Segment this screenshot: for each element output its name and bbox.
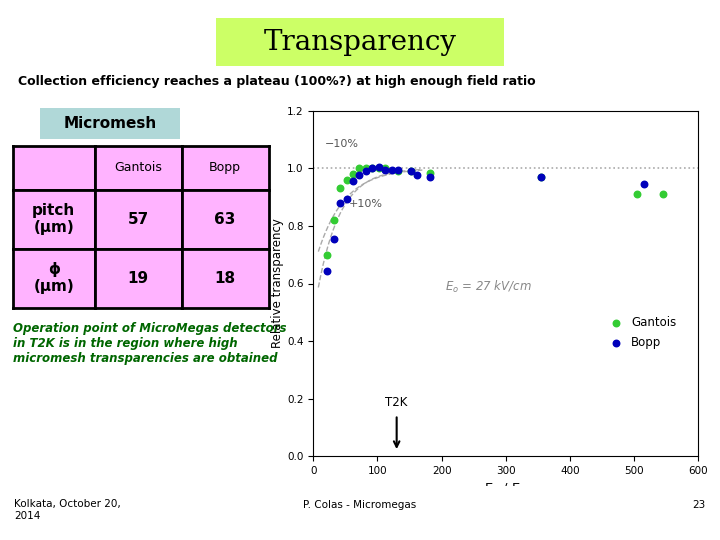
Point <box>392 167 404 176</box>
Point <box>536 173 547 181</box>
Point <box>379 164 391 173</box>
Text: Gantois: Gantois <box>114 161 162 174</box>
Text: 63: 63 <box>215 212 235 227</box>
Point <box>536 173 547 181</box>
Point <box>328 216 340 225</box>
Point <box>360 164 372 173</box>
Point <box>386 165 397 174</box>
Text: +10%: +10% <box>348 199 382 209</box>
Point <box>366 164 378 173</box>
Point <box>322 266 333 275</box>
Point <box>424 168 436 177</box>
Point <box>392 165 404 174</box>
Legend: Gantois, Bopp: Gantois, Bopp <box>599 311 681 354</box>
Point <box>328 234 340 243</box>
Text: Kolkata, October 20,
2014: Kolkata, October 20, 2014 <box>14 500 121 521</box>
Text: 19: 19 <box>127 271 149 286</box>
Point <box>341 176 352 184</box>
Point <box>347 177 359 186</box>
Text: 57: 57 <box>127 212 149 227</box>
Text: E$_o$ = 27 kV/cm: E$_o$ = 27 kV/cm <box>445 279 531 295</box>
Text: ϕ
(μm): ϕ (μm) <box>34 262 74 294</box>
Point <box>379 165 391 174</box>
Point <box>334 184 346 193</box>
Point <box>322 251 333 259</box>
Text: T2K: T2K <box>385 396 408 409</box>
Point <box>405 167 417 176</box>
Text: Collection efficiency reaches a plateau (100%?) at high enough field ratio: Collection efficiency reaches a plateau … <box>18 75 536 87</box>
Text: P. Colas - Micromegas: P. Colas - Micromegas <box>303 500 417 510</box>
Point <box>373 163 384 171</box>
Text: pitch
(μm): pitch (μm) <box>32 203 76 235</box>
Point <box>424 173 436 181</box>
Point <box>405 167 417 176</box>
Point <box>366 164 378 173</box>
Text: −10%: −10% <box>325 139 359 148</box>
Point <box>354 171 365 180</box>
Text: Bopp: Bopp <box>209 161 241 174</box>
Text: Micromesh: Micromesh <box>63 116 156 131</box>
Point <box>347 170 359 178</box>
Point <box>373 164 384 173</box>
X-axis label: E$_o$ / E$_d$: E$_o$ / E$_d$ <box>484 482 528 497</box>
Point <box>638 180 649 188</box>
Text: Operation point of MicroMegas detectors
in T2K is in the region where high
micro: Operation point of MicroMegas detectors … <box>13 322 287 364</box>
Point <box>657 190 669 199</box>
Y-axis label: Relative transparency: Relative transparency <box>271 219 284 348</box>
Point <box>631 190 643 199</box>
Point <box>341 194 352 203</box>
Point <box>360 167 372 176</box>
Point <box>411 171 423 180</box>
Text: 18: 18 <box>215 271 235 286</box>
Text: 23: 23 <box>693 500 706 510</box>
Point <box>334 199 346 207</box>
Point <box>354 164 365 173</box>
Text: Transparency: Transparency <box>264 29 456 56</box>
